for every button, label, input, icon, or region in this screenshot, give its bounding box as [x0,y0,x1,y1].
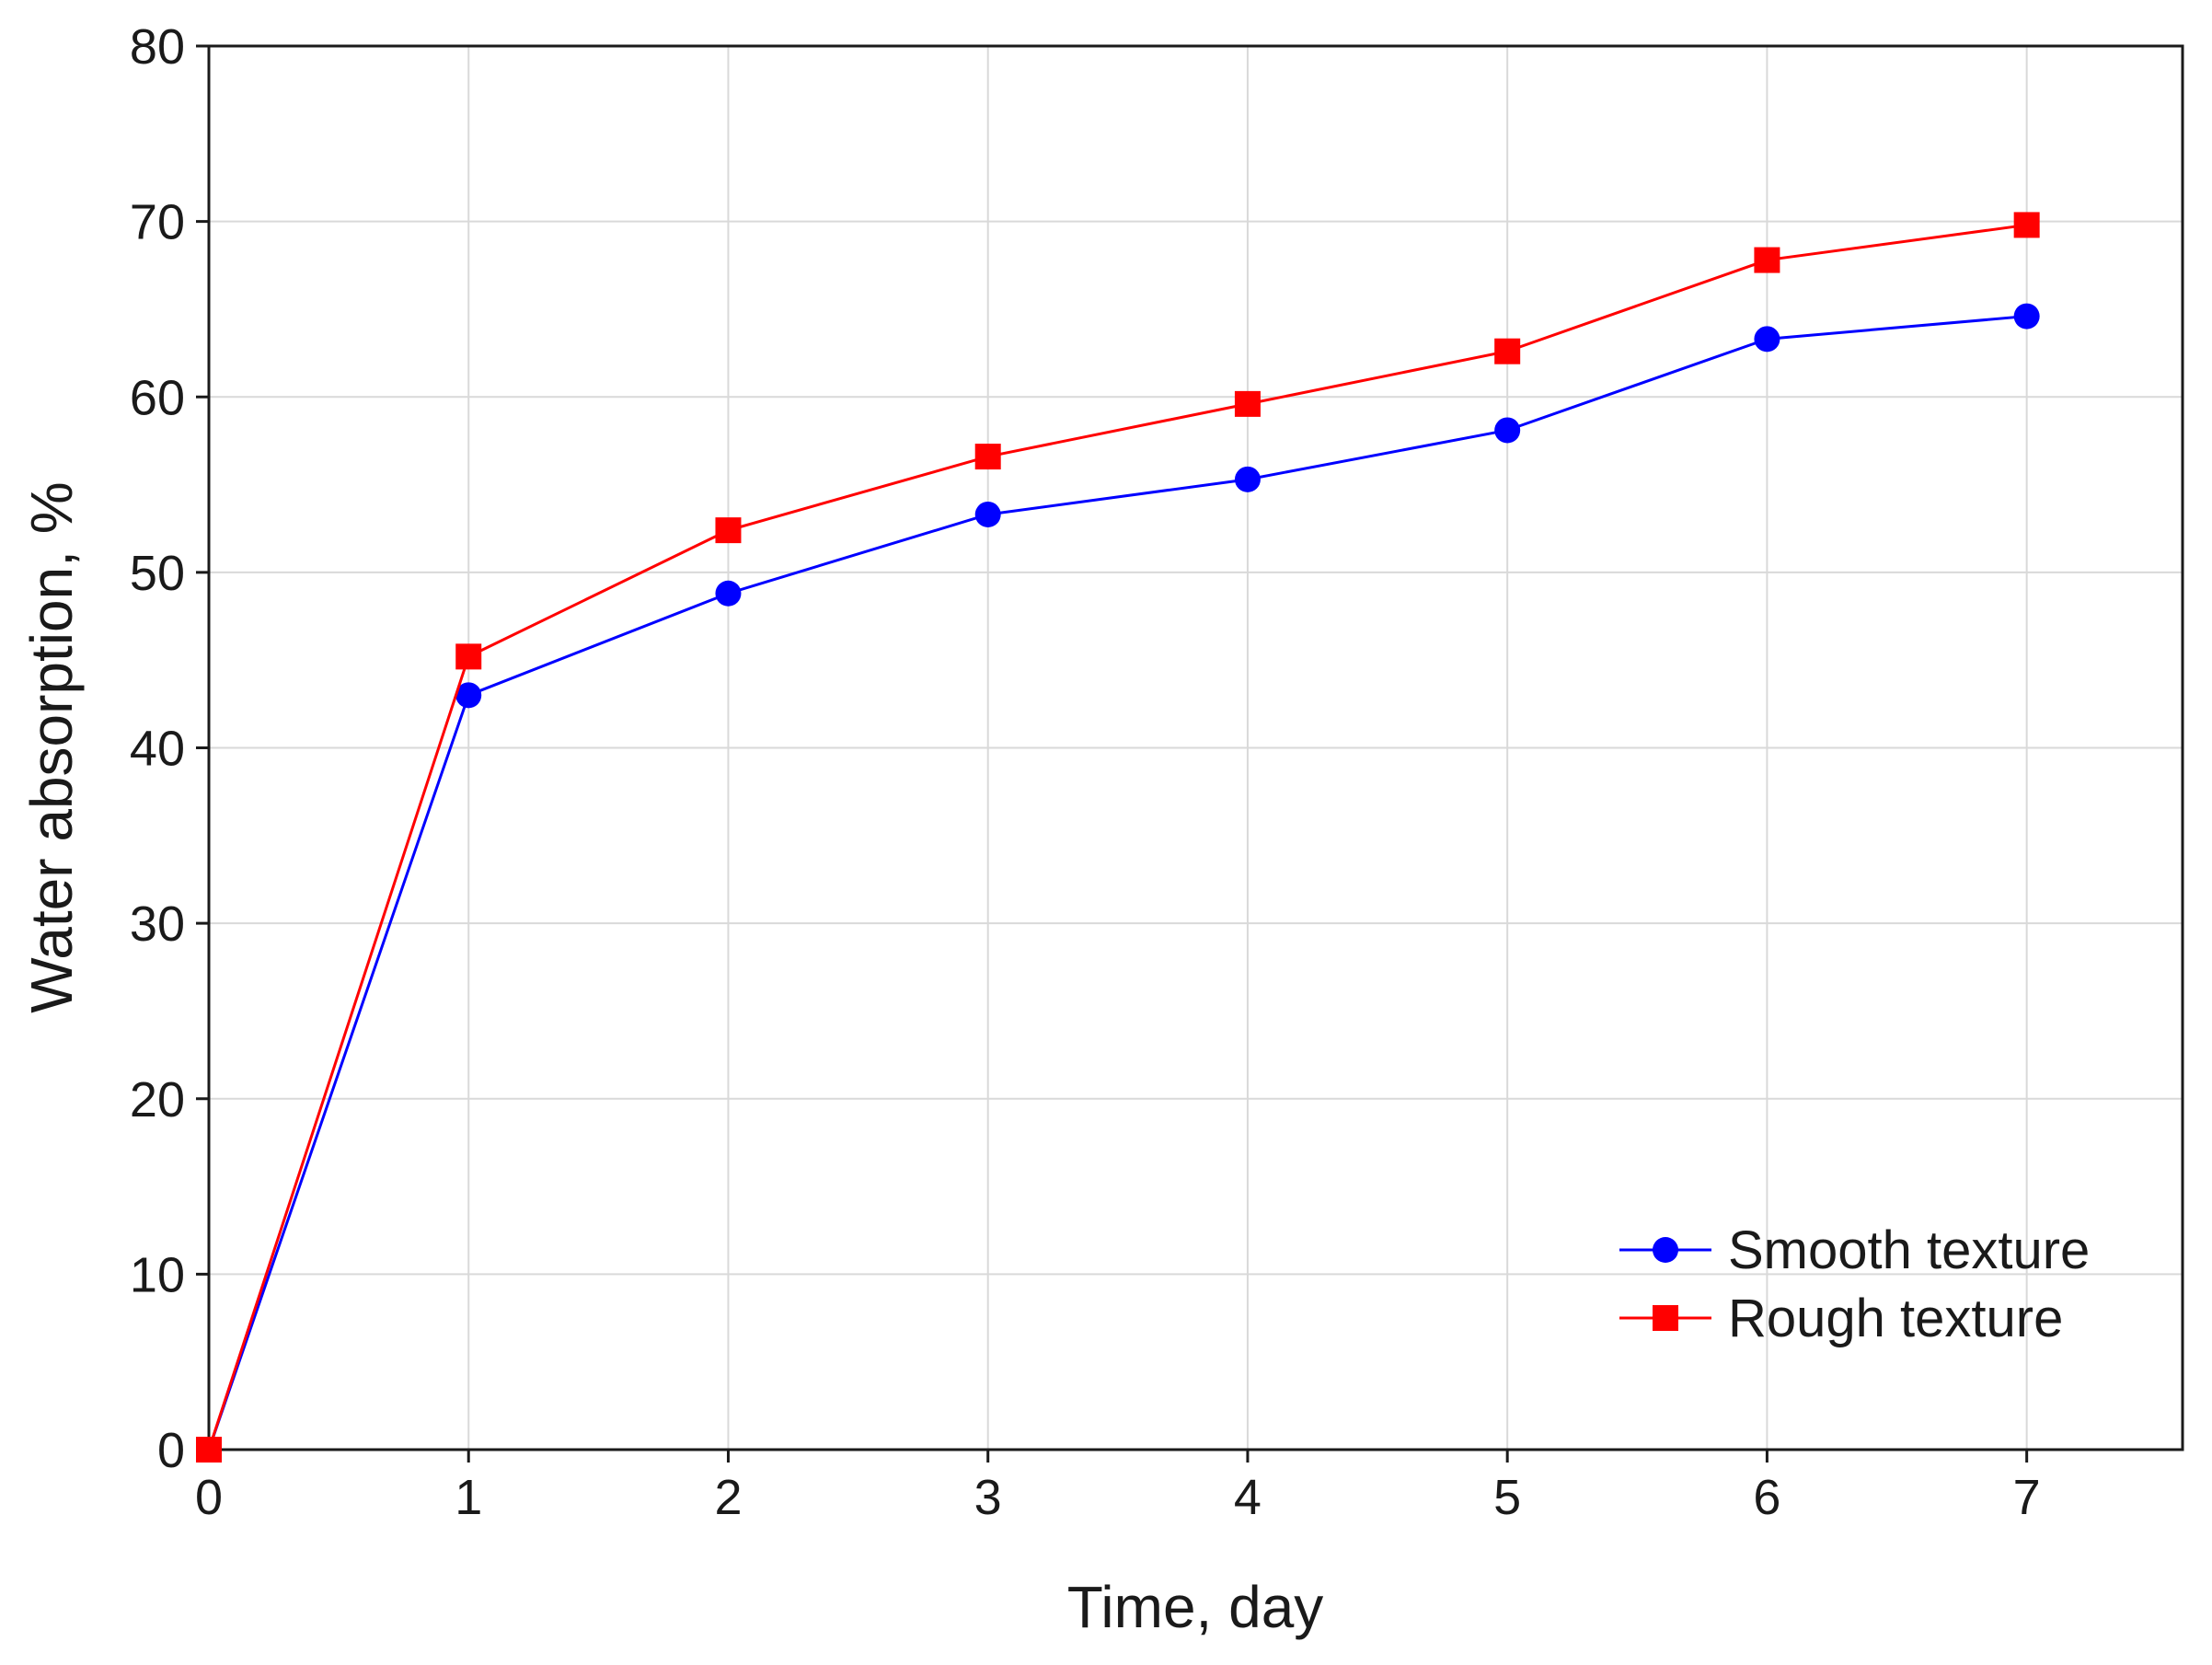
x-tick-label: 5 [1493,1470,1521,1525]
x-tick-label: 2 [714,1470,742,1525]
y-tick-label: 0 [157,1423,185,1478]
rough-texture-point [196,1437,222,1463]
x-tick-label: 0 [195,1470,223,1525]
legend-rough-texture-label: Rough texture [1728,1289,2063,1348]
y-tick-label: 30 [130,896,185,952]
x-axis-title: Time, day [1067,1574,1324,1640]
y-tick-label: 40 [130,722,185,777]
smooth-texture-point [715,580,742,607]
rough-texture-point [1494,338,1521,364]
smooth-texture-point [455,682,482,709]
legend: Smooth texture Rough texture [1619,1220,2090,1348]
gridlines [209,46,2183,1450]
x-tick-label: 4 [1234,1470,1262,1525]
legend-smooth-texture-marker [1653,1237,1678,1263]
smooth-texture-point [1754,326,1780,353]
y-axis-title: Water absorption, % [18,481,85,1012]
y-tick-label: 10 [130,1247,185,1302]
rough-texture-point [1234,390,1261,417]
rough-texture-point [715,517,742,544]
x-tick-label: 7 [2013,1470,2041,1525]
y-tick-label: 50 [130,546,185,601]
smooth-texture-point [2013,303,2040,330]
legend-smooth-texture-label: Smooth texture [1728,1220,2090,1280]
x-tick-label: 3 [974,1470,1002,1525]
rough-texture-line [207,223,2027,1451]
smooth-texture-point [1234,466,1261,492]
x-tick-label: 1 [455,1470,482,1525]
y-tick-label: 80 [130,19,185,75]
data-series [196,212,2040,1463]
legend-rough-texture-marker [1653,1305,1678,1331]
rough-texture-point [974,444,1001,470]
rough-texture-point [2013,212,2040,238]
x-tick-label: 6 [1753,1470,1780,1525]
y-tick-label: 20 [130,1072,185,1127]
y-tick-label: 70 [130,195,185,250]
y-tick-label: 60 [130,370,185,425]
rough-texture-point [455,643,482,670]
smooth-texture-line [207,315,2027,1451]
smooth-texture-point [974,501,1001,527]
smooth-texture-point [1494,417,1521,444]
rough-texture-point [1754,247,1780,273]
